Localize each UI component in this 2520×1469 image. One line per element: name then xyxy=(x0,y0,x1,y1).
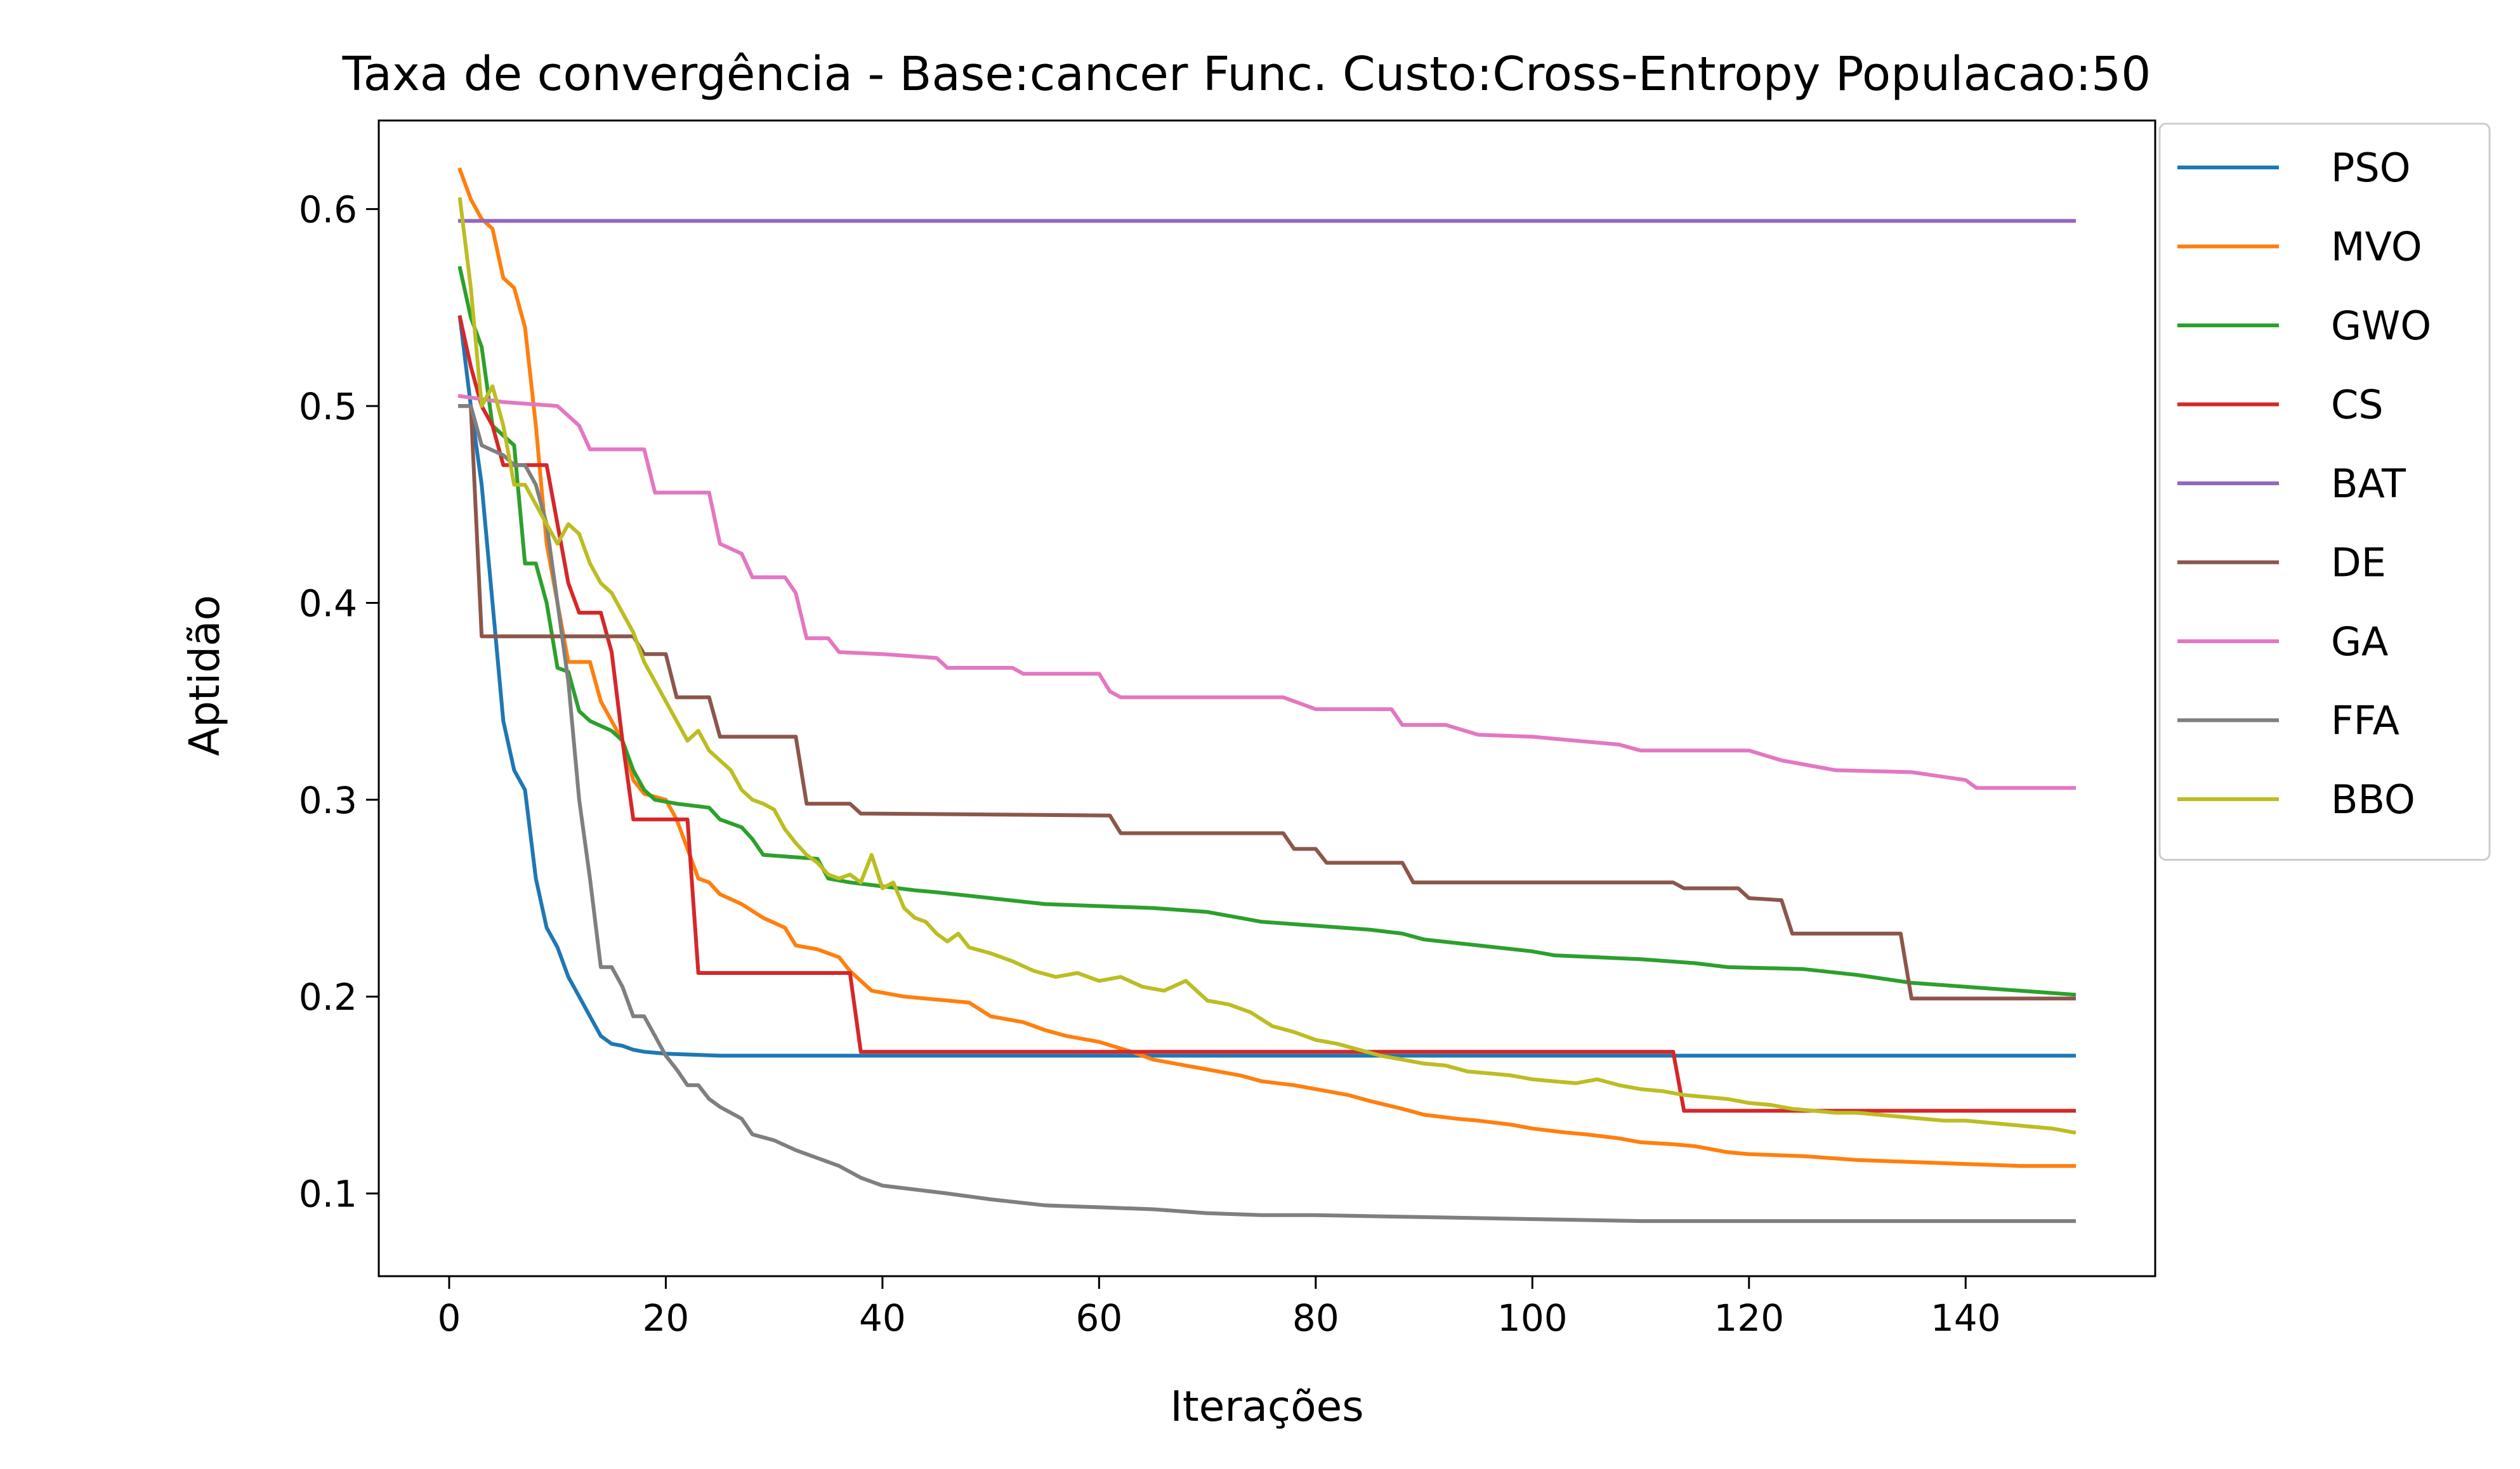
legend: PSO MVO GWO CS BAT DE GA FFA BBO xyxy=(2158,122,2491,861)
x-tick-label: 20 xyxy=(643,1296,690,1340)
series-line-bbo xyxy=(457,197,2077,1135)
legend-label-gwo: GWO xyxy=(2331,303,2431,349)
series-line-de xyxy=(458,404,2076,1001)
x-tick-label: 120 xyxy=(1714,1296,1784,1340)
x-tick-label: 100 xyxy=(1497,1296,1568,1340)
y-tick-label: 0.4 xyxy=(299,582,357,625)
y-axis-label: Aptidão xyxy=(180,595,229,756)
plot-area xyxy=(377,119,2156,1277)
series-line-pso xyxy=(457,315,2076,1058)
y-tick-label: 0.3 xyxy=(299,779,357,822)
series-line-ffa xyxy=(458,404,2076,1224)
legend-label-ffa: FFA xyxy=(2331,698,2399,744)
x-tick-label: 40 xyxy=(859,1296,906,1340)
x-tick-label: 140 xyxy=(1931,1296,2001,1340)
x-tick-label: 80 xyxy=(1292,1296,1339,1340)
y-tick-label: 0.5 xyxy=(299,385,357,428)
y-tick-label: 0.2 xyxy=(299,976,357,1019)
legend-label-cs: CS xyxy=(2331,382,2384,428)
x-tick-label: 60 xyxy=(1075,1296,1122,1340)
series-line-cs xyxy=(457,315,2076,1113)
series-lines xyxy=(457,167,2077,1224)
x-tick-label: 0 xyxy=(438,1296,461,1340)
chart-title: Taxa de convergência - Base:cancer Func.… xyxy=(342,47,2151,101)
legend-box xyxy=(2158,122,2491,861)
legend-label-bat: BAT xyxy=(2331,460,2406,507)
series-line-gwo xyxy=(457,266,2077,997)
y-tick-label: 0.1 xyxy=(299,1173,357,1216)
y-tick-label: 0.6 xyxy=(299,188,357,232)
x-axis-label: Iterações xyxy=(1170,1382,1363,1431)
y-axis: 0.1 0.2 0.3 0.4 0.5 0.6 xyxy=(299,188,379,1216)
axes-frame xyxy=(377,119,2156,1277)
legend-label-de: DE xyxy=(2331,540,2386,586)
series-line-mvo xyxy=(457,167,2076,1168)
x-axis: 0 20 40 60 80 100 120 140 xyxy=(438,1276,2001,1340)
legend-label-pso: PSO xyxy=(2331,145,2411,191)
legend-label-mvo: MVO xyxy=(2331,224,2422,270)
legend-label-bbo: BBO xyxy=(2331,776,2415,823)
series-line-ga xyxy=(457,394,2076,790)
legend-label-ga: GA xyxy=(2331,618,2388,665)
